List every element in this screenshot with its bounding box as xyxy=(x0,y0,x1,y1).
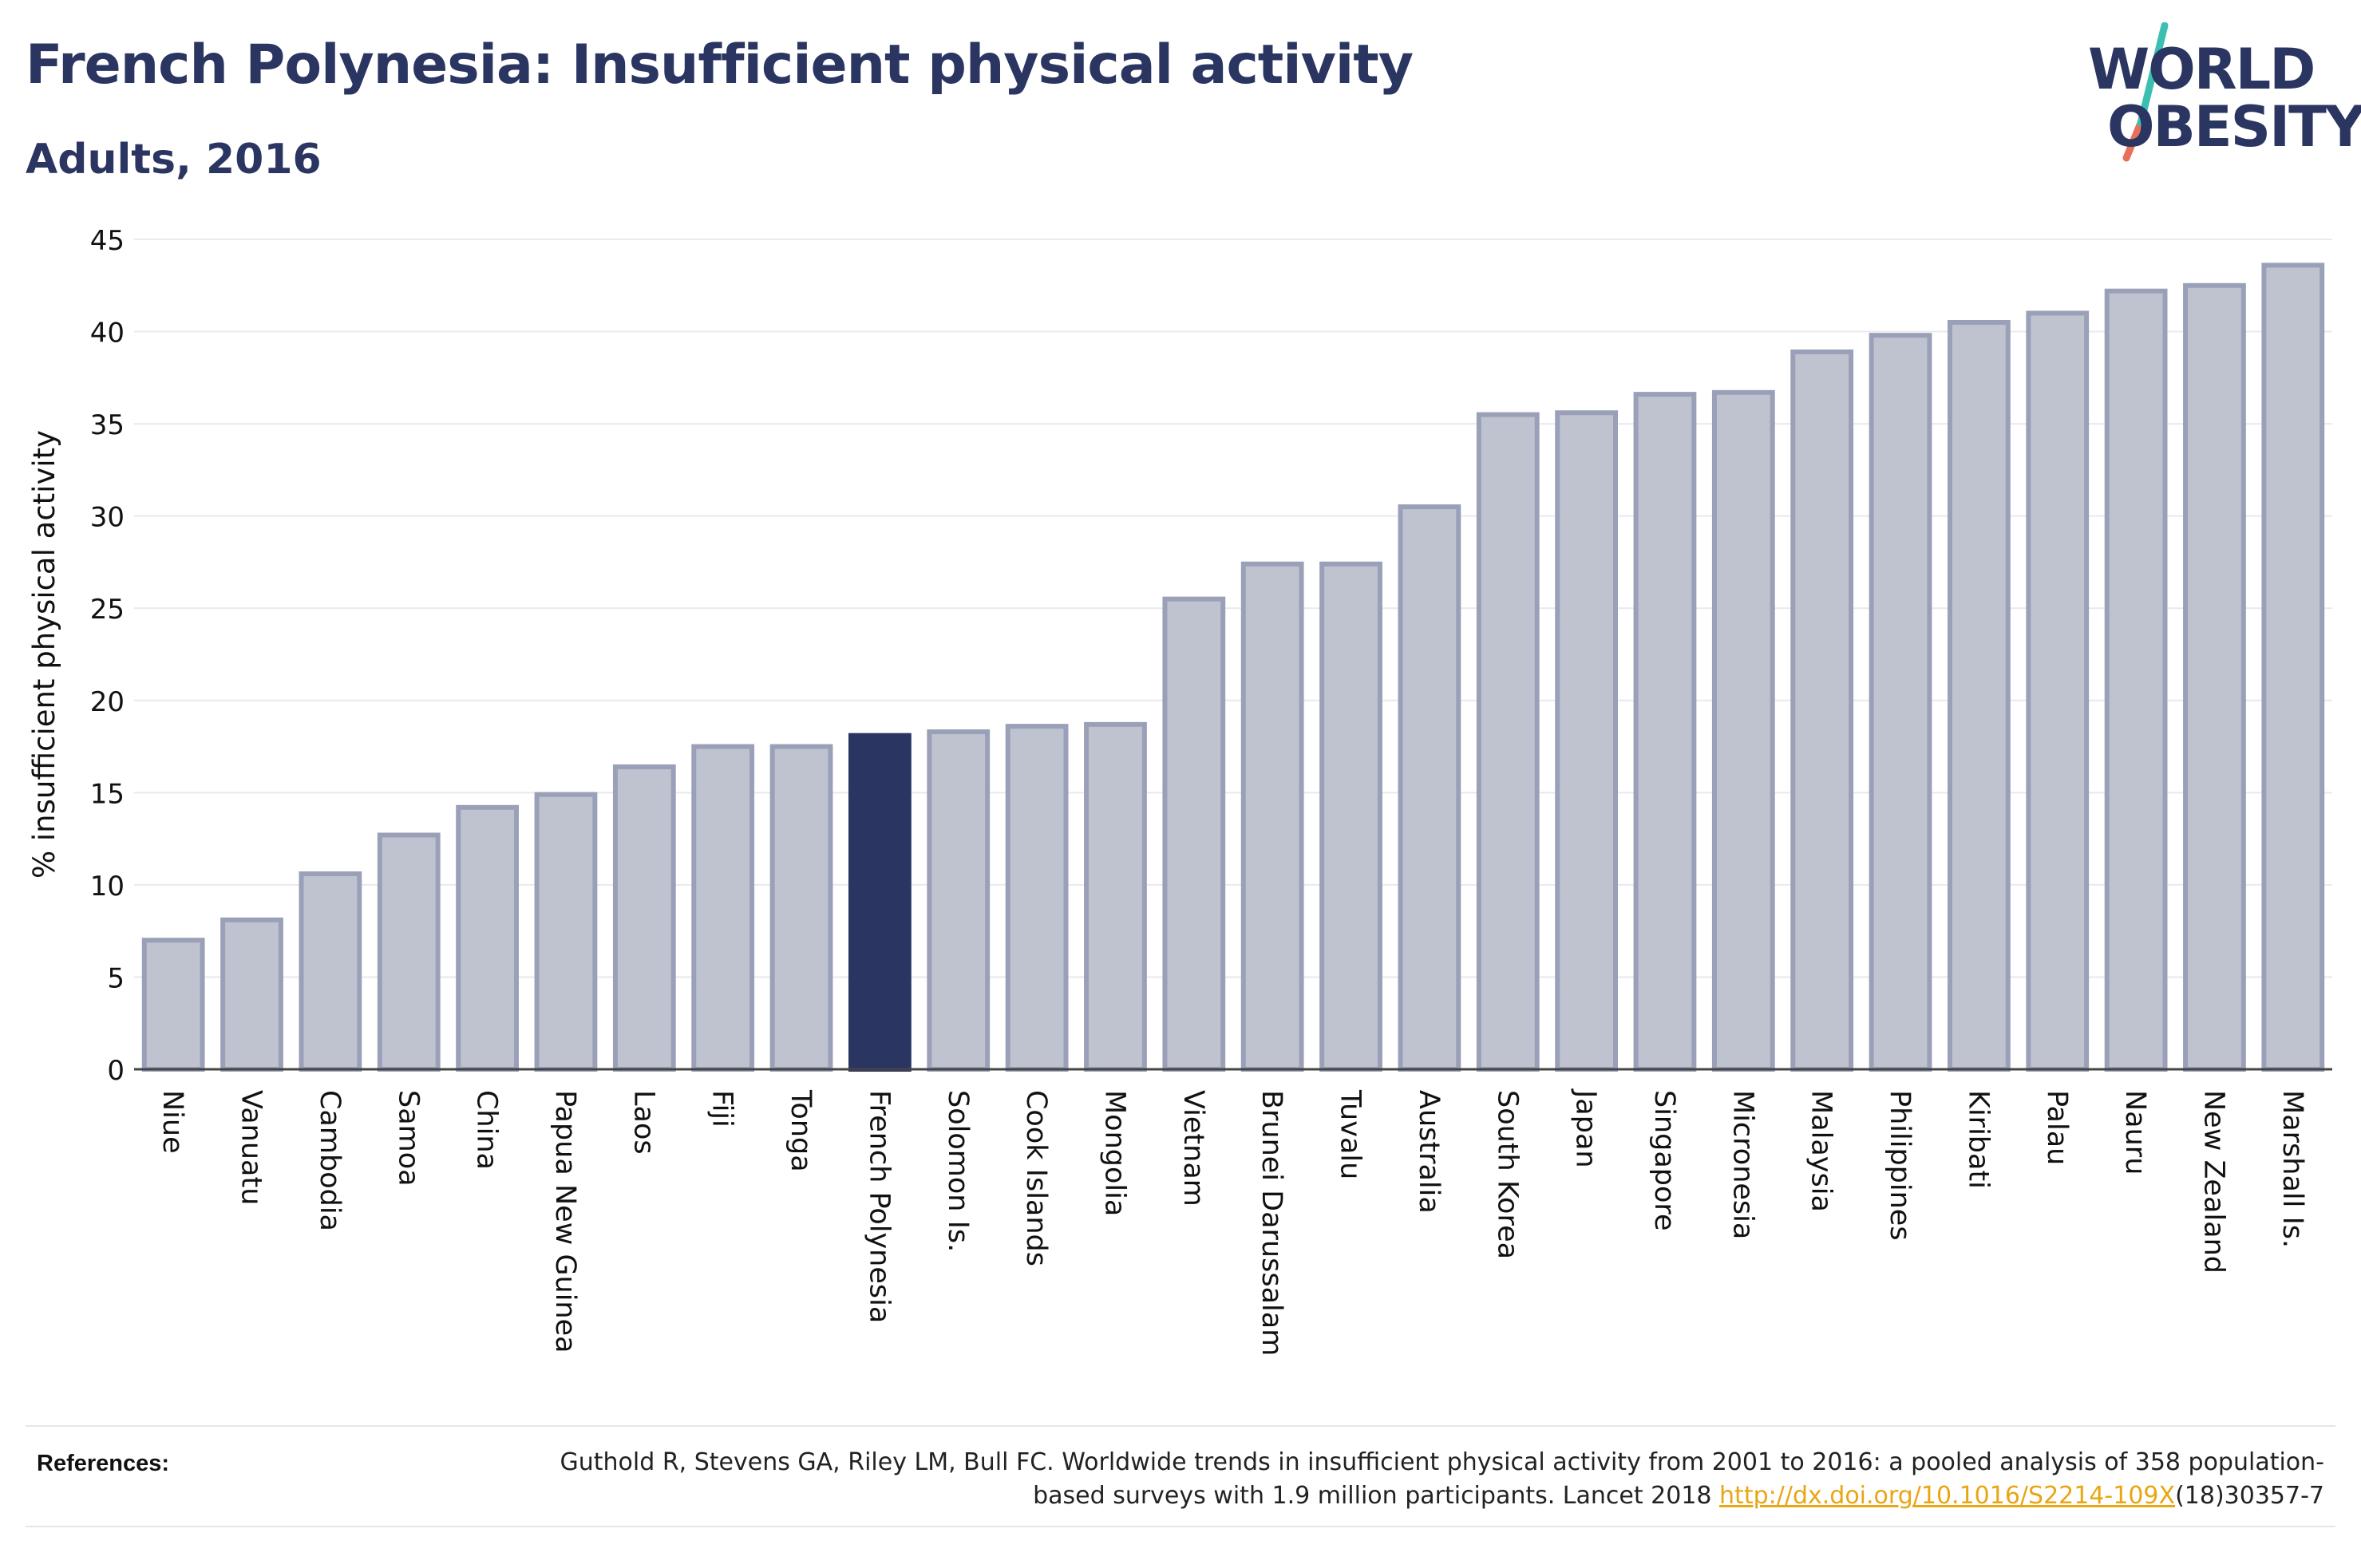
references-text: Guthold R, Stevens GA, Riley LM, Bull FC… xyxy=(488,1446,2324,1513)
bar xyxy=(2104,288,2168,1072)
y-tick-label: 20 xyxy=(90,686,125,718)
bar xyxy=(691,744,755,1072)
x-tick-label: Laos xyxy=(627,1090,659,1155)
y-tick-label: 25 xyxy=(90,594,125,626)
world-obesity-logo: WORLD OBESITY xyxy=(2083,22,2361,166)
bar xyxy=(1319,561,1382,1072)
bar xyxy=(1084,721,1147,1072)
x-tick-label: Nauru xyxy=(2119,1090,2151,1175)
y-tick-label: 45 xyxy=(90,225,125,257)
bar xyxy=(1398,504,1461,1072)
bar xyxy=(299,871,362,1072)
bar xyxy=(141,938,205,1072)
bar xyxy=(927,729,991,1072)
x-tick-label: Cook Islands xyxy=(1020,1090,1052,1266)
y-tick-label: 30 xyxy=(90,502,125,534)
bar xyxy=(220,917,283,1072)
bar xyxy=(1711,389,1775,1072)
bar xyxy=(2026,310,2090,1072)
x-tick-label: Philippines xyxy=(1884,1090,1916,1241)
x-tick-label: South Korea xyxy=(1491,1090,1523,1259)
chart-title: French Polynesia: Insufficient physical … xyxy=(26,34,1414,97)
x-tick-label: Malaysia xyxy=(1805,1090,1837,1212)
bar xyxy=(1005,724,1069,1072)
x-tick-label: China xyxy=(471,1090,503,1170)
x-tick-label: Marshall Is. xyxy=(2276,1090,2308,1248)
y-tick-label: 35 xyxy=(90,409,125,441)
bars xyxy=(141,263,2325,1072)
x-tick-label: Cambodia xyxy=(314,1090,346,1231)
bar xyxy=(534,792,598,1072)
y-tick-label: 0 xyxy=(107,1055,125,1087)
x-tick-label: Vietnam xyxy=(1177,1090,1209,1207)
bar xyxy=(377,832,441,1072)
reference-citation: Guthold R, Stevens GA, Riley LM, Bull FC… xyxy=(560,1448,2324,1510)
logo-word-obesity: OBESITY xyxy=(2107,94,2361,160)
axes: 0 5 10 15 20 25 30 35 40 45 Niue Vanuatu Cambodia Sam… xyxy=(90,225,2332,1356)
bar-chart: 0 5 10 15 20 25 30 35 40 45 Niue Vanuatu Cambodia Sam… xyxy=(27,225,2332,1356)
bar xyxy=(612,764,676,1072)
bar xyxy=(769,744,833,1072)
bar-highlight xyxy=(848,733,912,1072)
x-tick-label: Palau xyxy=(2041,1090,2073,1165)
references-box: References: Guthold R, Stevens GA, Riley… xyxy=(26,1425,2335,1527)
bar xyxy=(1948,320,2011,1072)
references-label: References: xyxy=(37,1451,170,1476)
bar xyxy=(2183,282,2246,1072)
chart-subtitle: Adults, 2016 xyxy=(26,136,322,184)
y-tick-label: 15 xyxy=(90,778,125,810)
bar xyxy=(456,804,519,1072)
bar xyxy=(1555,410,1618,1072)
y-tick-label: 5 xyxy=(107,962,125,994)
logo-slash-icon xyxy=(2122,22,2169,162)
bar xyxy=(1240,561,1304,1072)
bar xyxy=(1790,349,1854,1072)
x-tick-label: Singapore xyxy=(1648,1090,1680,1231)
x-tick-label: New Zealand xyxy=(2197,1090,2229,1274)
x-tick-label: Tuvalu xyxy=(1335,1089,1366,1179)
bar xyxy=(1633,392,1697,1072)
x-tick-label: Tonga xyxy=(785,1089,817,1172)
bar xyxy=(1476,412,1540,1072)
bar xyxy=(1869,333,1932,1072)
reference-doi-link[interactable]: http://dx.doi.org/10.1016/S2214-109X xyxy=(1719,1482,2176,1510)
x-tick-label: Niue xyxy=(156,1090,188,1154)
x-tick-label: Mongolia xyxy=(1098,1090,1130,1216)
bar xyxy=(1162,596,1226,1072)
logo-word-world: WORLD xyxy=(2088,37,2316,102)
x-tick-label: French Polynesia xyxy=(863,1090,895,1323)
x-tick-label: Vanuatu xyxy=(235,1090,267,1205)
y-axis-label: % insufficient physical activity xyxy=(27,430,61,879)
x-tick-label: Fiji xyxy=(706,1090,738,1128)
x-tick-label: Japan xyxy=(1570,1088,1602,1168)
x-tick-label: Solomon Is. xyxy=(942,1090,974,1252)
x-tick-label: Samoa xyxy=(392,1090,424,1187)
x-tick-label: Australia xyxy=(1413,1090,1445,1214)
x-tick-label: Kiribati xyxy=(1962,1090,1994,1189)
x-tick-label: Brunei Darussalam xyxy=(1256,1090,1287,1356)
x-tick-label: Papua New Guinea xyxy=(549,1090,581,1353)
bar xyxy=(2261,263,2325,1072)
x-tick-label: Micronesia xyxy=(1726,1090,1758,1239)
reference-citation-suffix: (18)30357-7 xyxy=(2175,1482,2324,1510)
y-tick-label: 40 xyxy=(90,318,125,350)
y-tick-label: 10 xyxy=(90,871,125,902)
